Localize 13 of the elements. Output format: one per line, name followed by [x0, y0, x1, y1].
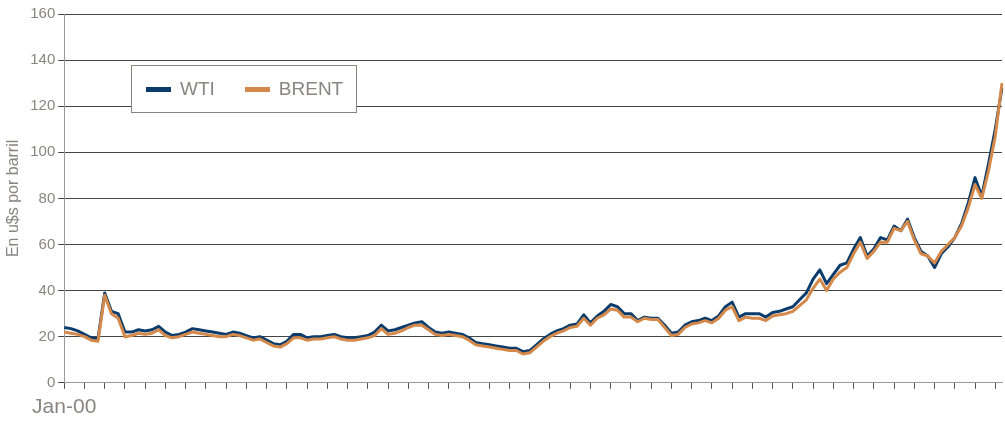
- y-tick-label: 0: [46, 372, 56, 390]
- y-tick-label: 40: [38, 280, 56, 298]
- y-tick-label: 80: [38, 188, 56, 206]
- y-tick-label: 160: [30, 4, 56, 22]
- y-tick-label: 120: [30, 96, 56, 114]
- y-tick-label: 140: [30, 50, 56, 68]
- y-axis-title: En u$s por barril: [4, 139, 22, 258]
- x-tick-label: Jan-00: [32, 394, 97, 418]
- legend-label: WTI: [180, 78, 215, 100]
- legend-label: BRENT: [278, 78, 344, 100]
- y-tick-label: 20: [38, 326, 56, 344]
- y-tick-label: 60: [38, 234, 56, 252]
- y-tick-label: 100: [30, 142, 56, 160]
